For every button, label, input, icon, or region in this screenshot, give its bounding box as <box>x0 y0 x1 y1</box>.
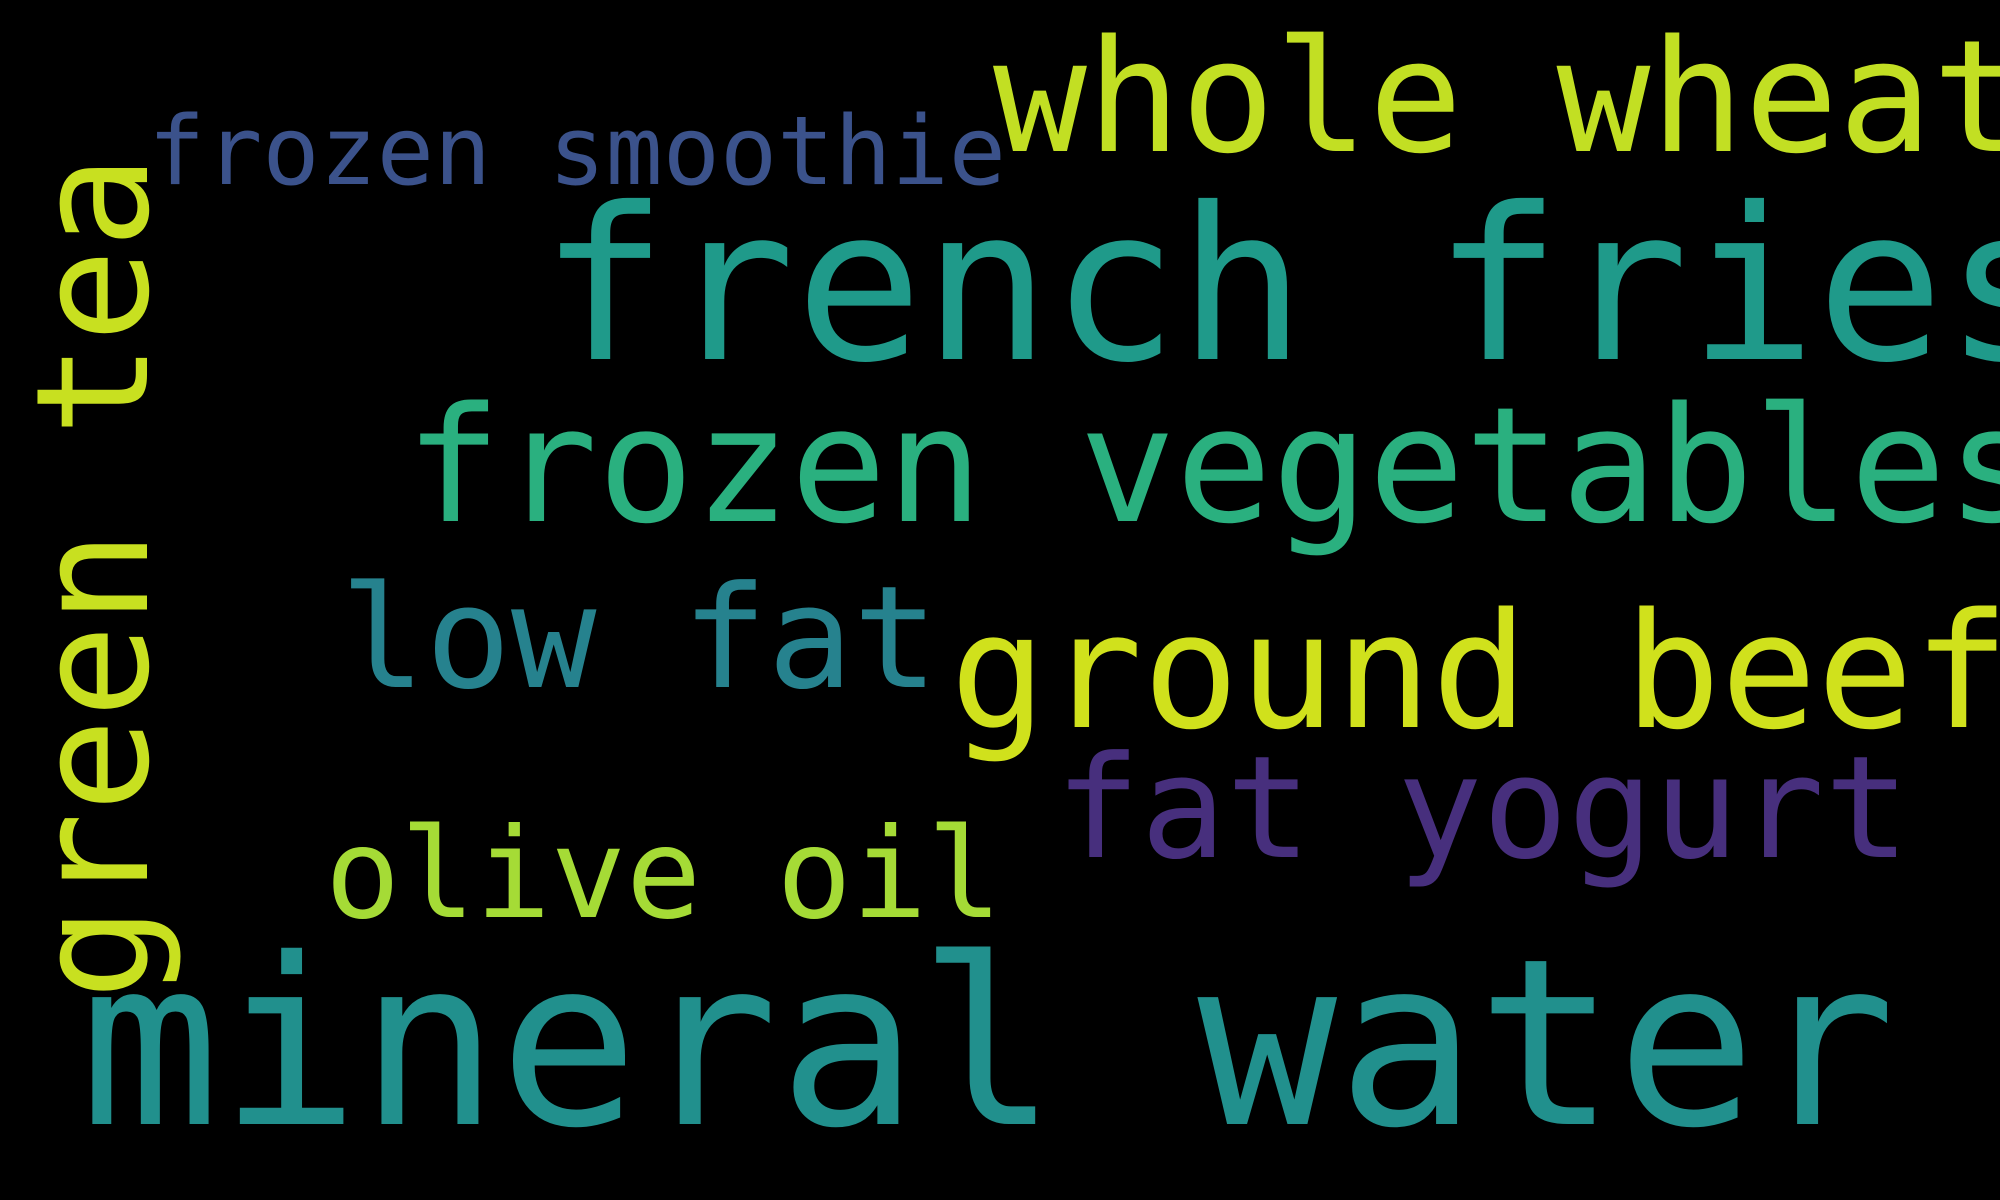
word-ground-beef: ground beef <box>950 578 2000 765</box>
word-whole-wheat: whole wheat <box>993 6 2000 188</box>
word-low-fat: low fat <box>340 556 939 721</box>
word-frozen-vegetables: frozen vegetables <box>405 372 2000 559</box>
word-olive-oil: olive oil <box>325 802 1003 947</box>
word-green-tea: green tea <box>2 154 184 1000</box>
word-frozen-smoothie: frozen smoothie <box>148 97 1006 207</box>
word-fat-yogurt: fat yogurt <box>1055 726 1910 891</box>
word-mineral-water: mineral water <box>80 909 1896 1179</box>
word-french-fries: french fries <box>540 162 2000 409</box>
